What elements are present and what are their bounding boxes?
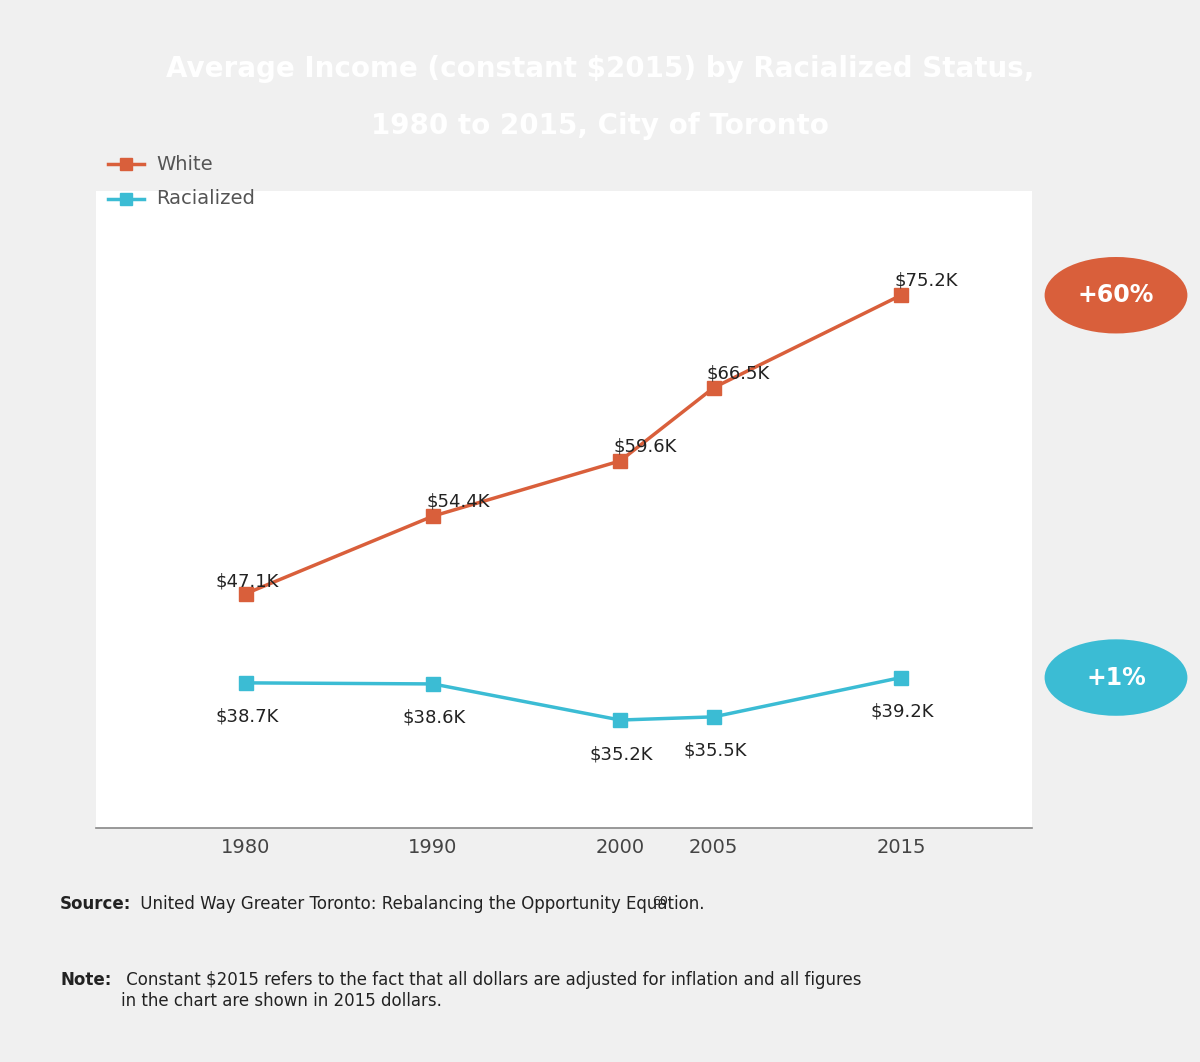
White	[894, 289, 908, 302]
Text: 1980 to 2015, City of Toronto: 1980 to 2015, City of Toronto	[371, 113, 829, 140]
Ellipse shape	[1044, 639, 1188, 716]
Racialized	[426, 678, 440, 690]
White	[239, 587, 253, 600]
Text: +60%: +60%	[1078, 284, 1154, 307]
Text: +1%: +1%	[1086, 666, 1146, 689]
White	[426, 510, 440, 523]
Text: $38.7K: $38.7K	[215, 708, 278, 725]
Line: Racialized: Racialized	[239, 670, 908, 727]
Text: White: White	[156, 155, 212, 173]
Text: $47.1K: $47.1K	[215, 572, 278, 590]
Text: 60: 60	[652, 894, 667, 908]
Text: $59.6K: $59.6K	[613, 438, 677, 456]
Text: $38.6K: $38.6K	[402, 709, 466, 726]
Racialized	[707, 710, 721, 723]
Text: Average Income (constant $2015) by Racialized Status,: Average Income (constant $2015) by Racia…	[166, 55, 1034, 83]
Text: $54.4K: $54.4K	[426, 493, 490, 511]
Line: White: White	[239, 288, 908, 601]
White	[613, 455, 628, 467]
Text: Note:: Note:	[60, 971, 112, 989]
Text: $39.2K: $39.2K	[870, 703, 934, 720]
Text: Racialized: Racialized	[156, 189, 254, 208]
White	[707, 381, 721, 394]
Text: Source:: Source:	[60, 894, 131, 912]
Racialized	[239, 676, 253, 689]
Text: $75.2K: $75.2K	[894, 272, 958, 290]
Ellipse shape	[1044, 257, 1188, 333]
Text: $35.5K: $35.5K	[683, 742, 746, 759]
Racialized	[894, 671, 908, 684]
Racialized	[613, 714, 628, 726]
Text: United Way Greater Toronto: Rebalancing the Opportunity Equation.: United Way Greater Toronto: Rebalancing …	[136, 894, 704, 912]
Text: $35.2K: $35.2K	[589, 746, 653, 763]
Text: Constant $2015 refers to the fact that all dollars are adjusted for inflation an: Constant $2015 refers to the fact that a…	[121, 971, 862, 1010]
Text: $66.5K: $66.5K	[707, 364, 770, 382]
